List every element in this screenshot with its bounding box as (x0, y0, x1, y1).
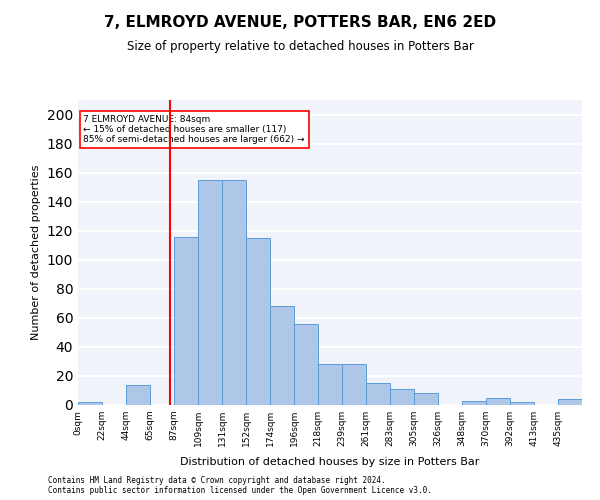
Text: Contains HM Land Registry data © Crown copyright and database right 2024.
Contai: Contains HM Land Registry data © Crown c… (48, 476, 432, 495)
Bar (342, 364, 366, 405)
Bar (246, 238, 270, 405)
Bar (510, 402, 534, 405)
Bar (126, 384, 150, 405)
Bar (222, 180, 246, 405)
Bar (318, 364, 342, 405)
Bar (78, 402, 102, 405)
Bar (198, 180, 222, 405)
Bar (414, 394, 438, 405)
Text: Size of property relative to detached houses in Potters Bar: Size of property relative to detached ho… (127, 40, 473, 53)
Bar (270, 306, 294, 405)
Bar (486, 398, 510, 405)
Bar (294, 324, 318, 405)
Y-axis label: Number of detached properties: Number of detached properties (31, 165, 41, 340)
Bar (558, 399, 582, 405)
X-axis label: Distribution of detached houses by size in Potters Bar: Distribution of detached houses by size … (181, 458, 479, 468)
Bar (462, 400, 486, 405)
Text: 7, ELMROYD AVENUE, POTTERS BAR, EN6 2ED: 7, ELMROYD AVENUE, POTTERS BAR, EN6 2ED (104, 15, 496, 30)
Bar (390, 389, 414, 405)
Bar (366, 383, 390, 405)
Bar (174, 236, 198, 405)
Text: 7 ELMROYD AVENUE: 84sqm
← 15% of detached houses are smaller (117)
85% of semi-d: 7 ELMROYD AVENUE: 84sqm ← 15% of detache… (83, 114, 305, 144)
